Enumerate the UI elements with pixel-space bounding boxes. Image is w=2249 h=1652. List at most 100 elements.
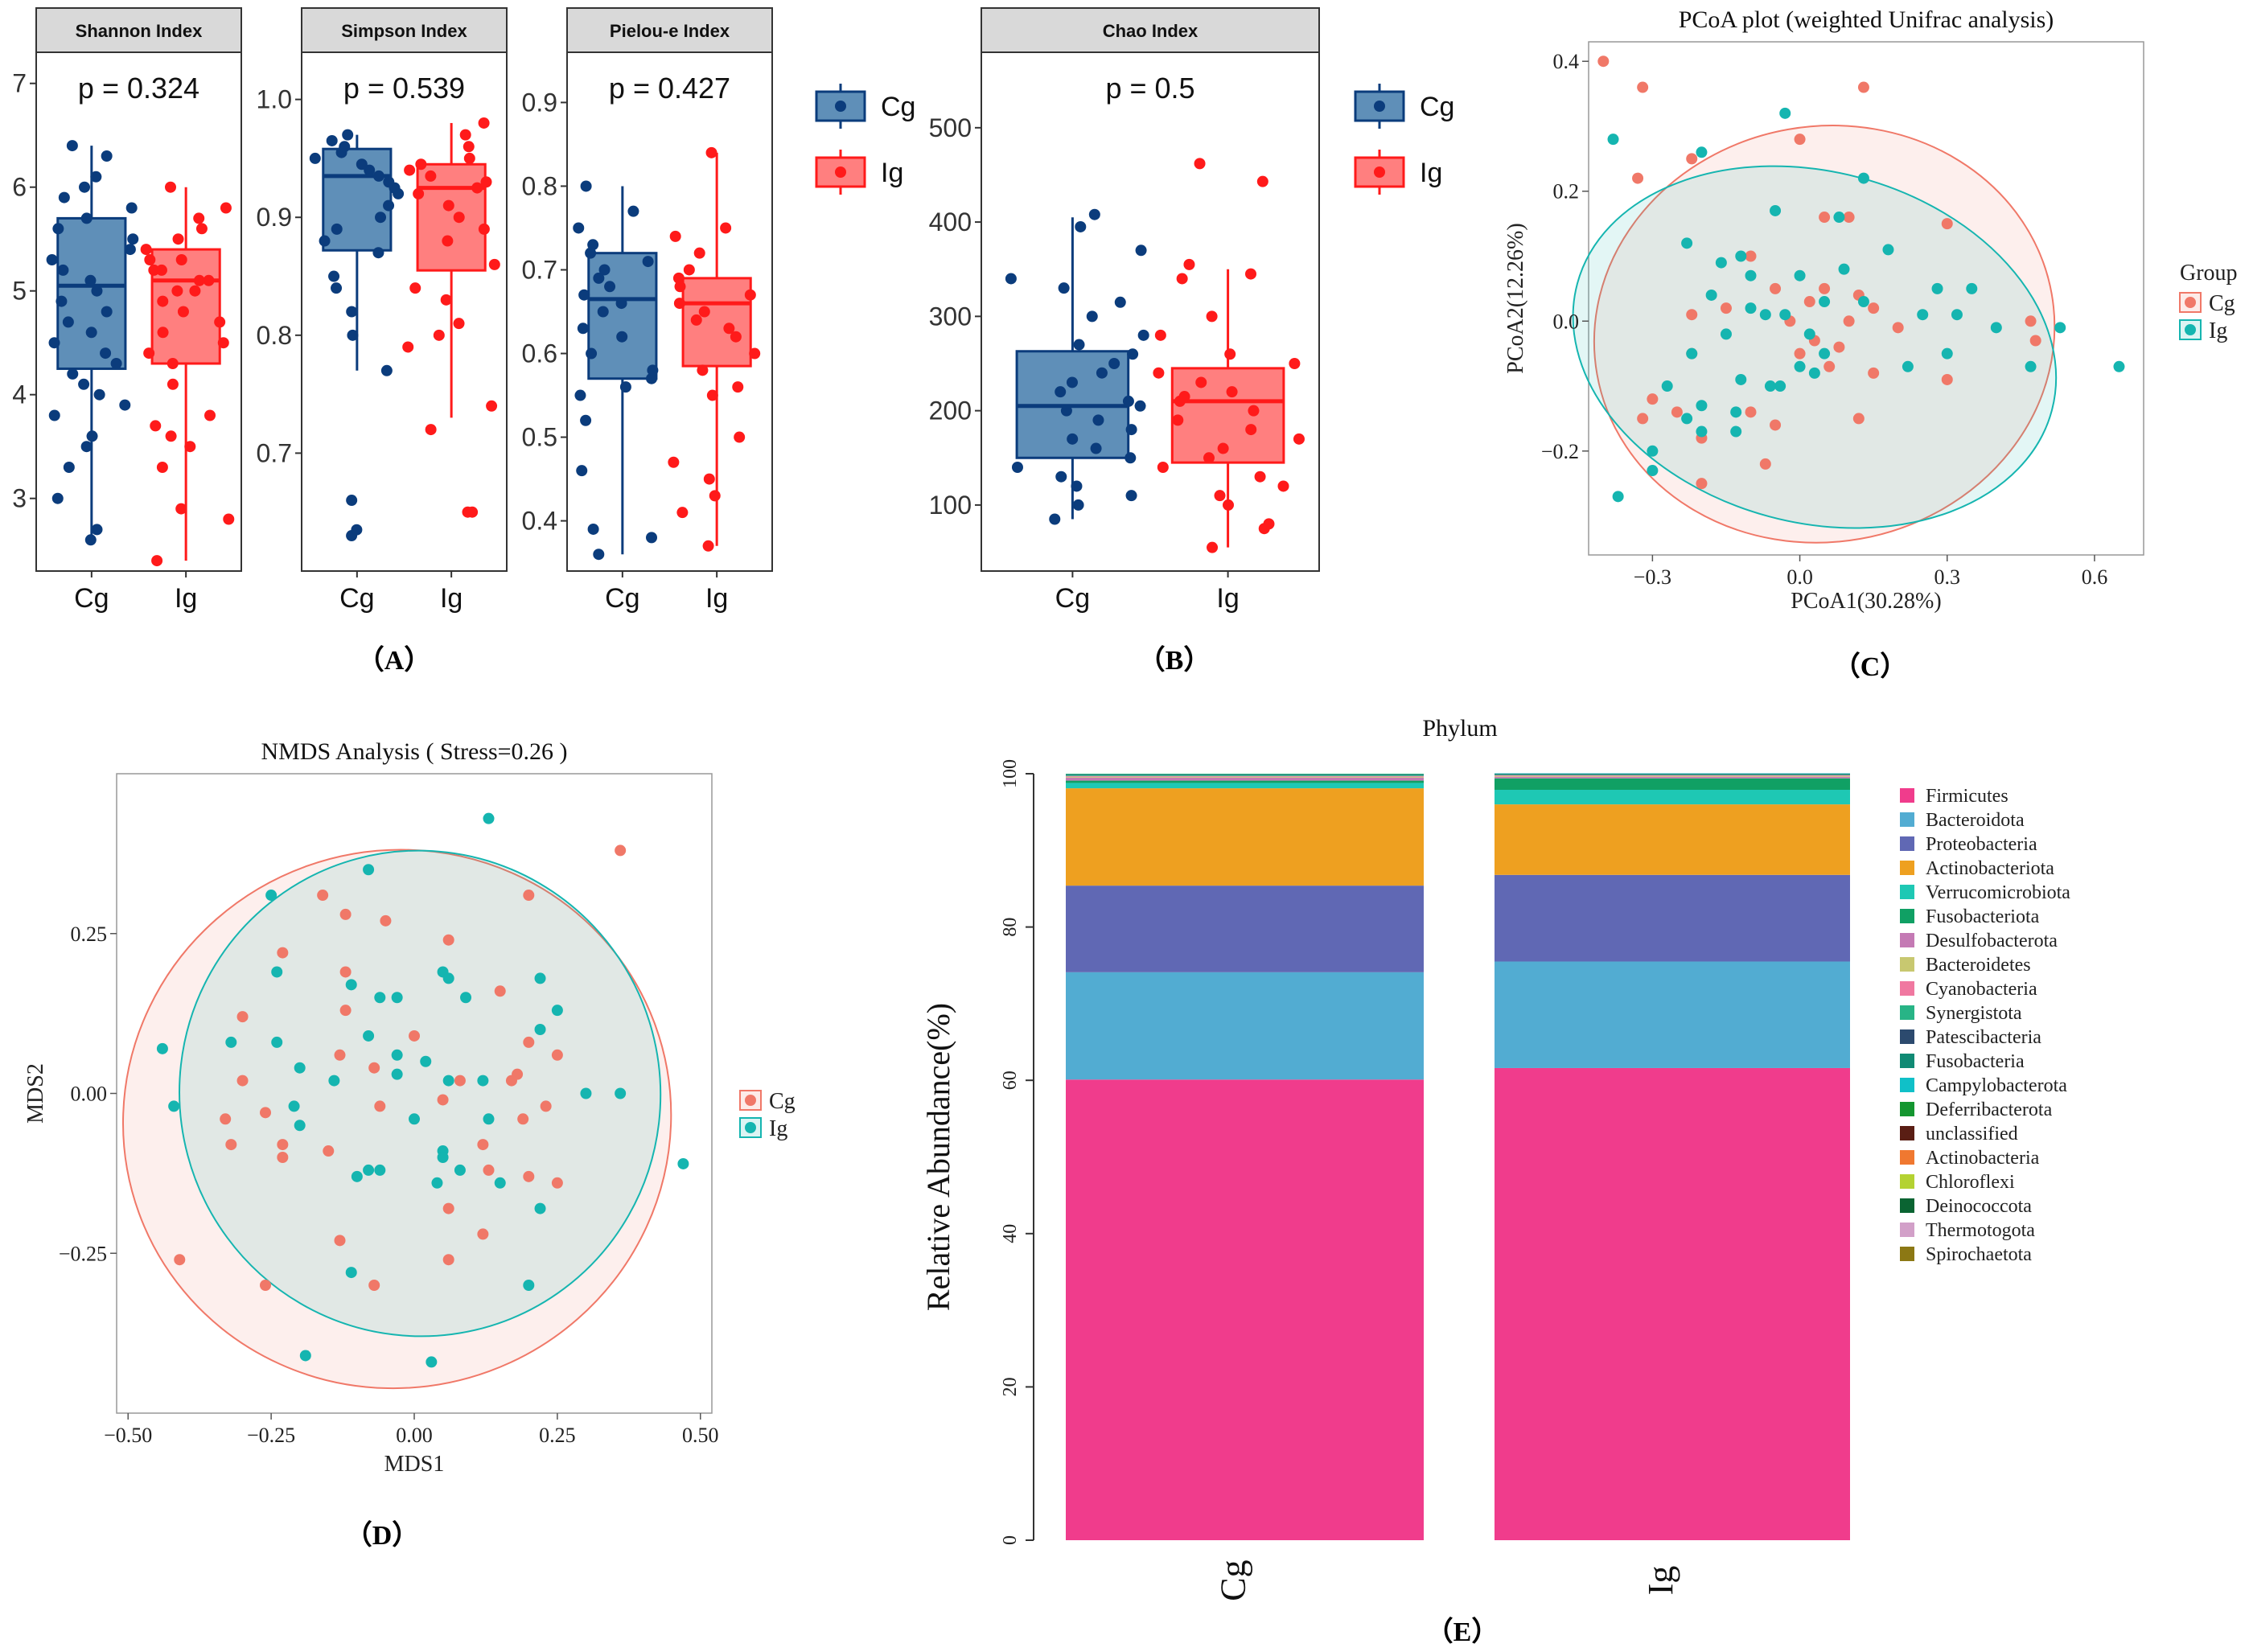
confidence-ellipse-ig bbox=[179, 849, 662, 1338]
scatter-point-ig bbox=[1941, 347, 1953, 360]
y-tick-label: 0.8 bbox=[257, 321, 292, 350]
scatter-point-cg bbox=[442, 934, 454, 946]
jitter-point bbox=[48, 337, 60, 349]
y-axis-label: MDS2 bbox=[23, 1063, 48, 1124]
jitter-point bbox=[1092, 414, 1104, 426]
y-tick-label: 0.00 bbox=[71, 1083, 108, 1106]
chart-title: NMDS Analysis ( Stress=0.26 ) bbox=[261, 738, 567, 765]
y-tick-label: 4 bbox=[12, 380, 27, 409]
jitter-point bbox=[127, 233, 139, 245]
legend-label: Cg bbox=[881, 92, 915, 122]
jitter-point bbox=[1153, 367, 1165, 379]
jitter-point bbox=[442, 199, 454, 212]
jitter-point bbox=[619, 381, 631, 393]
y-tick-label: 0.7 bbox=[257, 438, 292, 467]
scatter-point-ig bbox=[1735, 373, 1747, 385]
legend-key-point bbox=[745, 1122, 756, 1133]
scatter-point-ig bbox=[271, 1036, 283, 1048]
scatter-point-cg bbox=[1671, 406, 1683, 418]
scatter-point-ig bbox=[1647, 465, 1659, 477]
y-tick-label: 80 bbox=[1000, 918, 1021, 937]
legend-label: Firmicutes bbox=[1926, 786, 2008, 807]
scatter-point-cg bbox=[368, 1280, 380, 1291]
bar-segment-cyanobacteria bbox=[1495, 775, 1850, 776]
scatter-point-ig bbox=[494, 1177, 506, 1189]
scatter-point-cg bbox=[1637, 81, 1649, 93]
jitter-point bbox=[1154, 329, 1166, 341]
jitter-point bbox=[668, 456, 680, 468]
legend-label: Ig bbox=[769, 1116, 787, 1141]
jitter-point bbox=[193, 212, 205, 224]
legend-swatch bbox=[1900, 885, 1914, 899]
scatter-point-ig bbox=[363, 864, 375, 876]
scatter-point-cg bbox=[523, 1036, 535, 1048]
jitter-point bbox=[203, 274, 215, 286]
scatter-point-cg bbox=[1819, 282, 1831, 294]
legend-swatch bbox=[1900, 788, 1914, 803]
x-axis-label: PCoA1(30.28%) bbox=[1791, 589, 1941, 614]
jitter-point bbox=[184, 441, 196, 453]
jitter-point bbox=[1172, 414, 1184, 426]
jitter-point bbox=[1194, 158, 1206, 170]
scatter-point-ig bbox=[523, 1280, 535, 1291]
y-tick-label: 60 bbox=[1000, 1071, 1021, 1090]
scatter-point-cg bbox=[339, 966, 352, 978]
jitter-point bbox=[1125, 490, 1137, 502]
scatter-point-cg bbox=[374, 1100, 386, 1112]
jitter-point bbox=[1217, 442, 1229, 454]
jitter-point bbox=[404, 164, 416, 176]
scatter-point-ig bbox=[1661, 380, 1673, 392]
legend-label: Cg bbox=[2209, 291, 2235, 316]
scatter-point-ig bbox=[1794, 360, 1806, 372]
jitter-point bbox=[351, 524, 363, 536]
chart-title: PCoA plot (weighted Unifrac analysis) bbox=[1679, 6, 2054, 33]
jitter-point bbox=[647, 364, 659, 376]
legend-key-point bbox=[1374, 101, 1385, 112]
jitter-point bbox=[723, 323, 735, 335]
scatter-point-ig bbox=[351, 1170, 363, 1182]
jitter-point bbox=[587, 239, 599, 251]
jitter-point bbox=[706, 389, 718, 401]
scatter-point-ig bbox=[1647, 445, 1659, 457]
y-tick-label: 0.9 bbox=[522, 88, 557, 117]
scatter-point-ig bbox=[1681, 413, 1693, 425]
jitter-point bbox=[1066, 376, 1078, 388]
scatter-point-cg bbox=[334, 1235, 346, 1247]
scatter-point-cg bbox=[1823, 360, 1836, 372]
jitter-point bbox=[144, 254, 156, 265]
jitter-point bbox=[157, 327, 169, 339]
jitter-point bbox=[467, 506, 479, 518]
jitter-point bbox=[1254, 471, 1266, 483]
jitter-point bbox=[1122, 395, 1134, 407]
scatter-point-ig bbox=[534, 1024, 546, 1035]
legend-swatch bbox=[1900, 1150, 1914, 1165]
scatter-point-ig bbox=[1902, 360, 1914, 372]
scatter-point-cg bbox=[1852, 413, 1865, 425]
legend-label: Campylobacterota bbox=[1926, 1075, 2067, 1096]
panel-chao: Chao Index 100 200 300 400 500 p = 0.5 Cg Ig bbox=[929, 7, 1320, 614]
scatter-point-cg bbox=[1868, 302, 1880, 314]
legend-swatch bbox=[1900, 861, 1914, 875]
jitter-point bbox=[143, 347, 155, 360]
jitter-point bbox=[1108, 358, 1120, 369]
scatter-point-cg bbox=[1686, 153, 1698, 165]
jitter-point bbox=[463, 141, 475, 153]
jitter-point bbox=[709, 490, 721, 502]
scatter-point-ig bbox=[299, 1350, 311, 1362]
scatter-point-cg bbox=[517, 1113, 529, 1125]
jitter-point bbox=[1005, 273, 1017, 285]
scatter-point-ig bbox=[1745, 302, 1757, 314]
scatter-point-cg bbox=[437, 1094, 449, 1106]
jitter-point bbox=[124, 244, 136, 256]
jitter-point bbox=[586, 347, 598, 360]
x-tick-label: Ig bbox=[440, 583, 463, 614]
x-tick-label: Cg bbox=[339, 583, 374, 614]
scatter-point-ig bbox=[483, 1113, 495, 1125]
jitter-point bbox=[1096, 367, 1108, 379]
scatter-point-cg bbox=[540, 1100, 552, 1112]
jitter-point bbox=[1071, 480, 1083, 492]
legend-label: Ig bbox=[1420, 158, 1442, 188]
scatter-point-ig bbox=[294, 1062, 306, 1074]
jitter-point bbox=[51, 492, 64, 504]
